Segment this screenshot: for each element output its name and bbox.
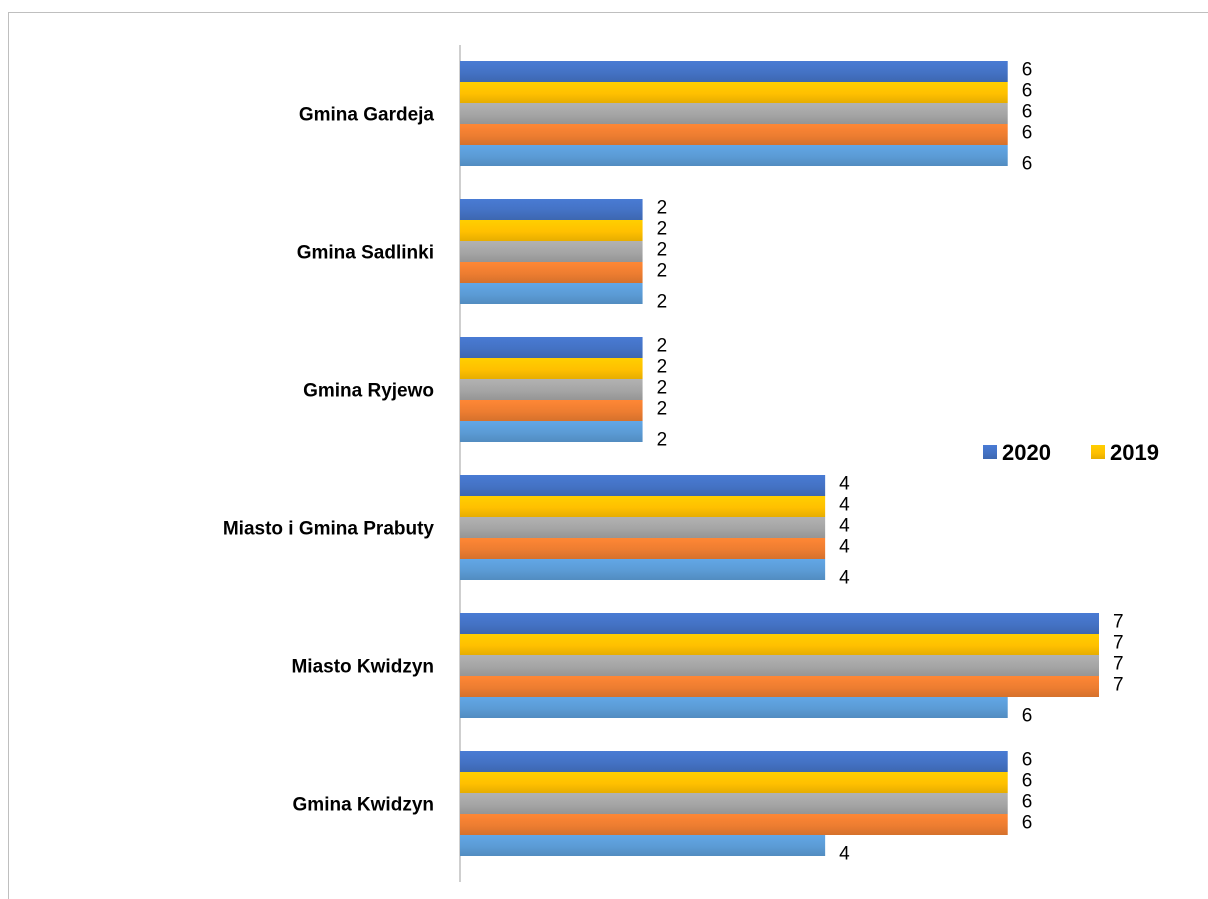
- bar: [460, 814, 1008, 835]
- data-label: 6: [1022, 813, 1033, 834]
- data-label: 2: [657, 399, 668, 420]
- data-label: 7: [1113, 654, 1124, 675]
- category-label: Miasto i Gmina Prabuty: [223, 519, 435, 540]
- category-label: Gmina Gardeja: [299, 105, 435, 126]
- bar: [460, 82, 1008, 103]
- bar: [460, 538, 826, 559]
- bar: [460, 103, 1008, 124]
- data-label: 4: [839, 474, 850, 495]
- bar: [460, 517, 826, 538]
- data-label: 2: [657, 430, 668, 451]
- legend-swatch: [983, 445, 997, 459]
- data-label: 6: [1022, 123, 1033, 144]
- data-label: 2: [657, 198, 668, 219]
- data-label: 4: [839, 844, 850, 865]
- data-label: 6: [1022, 102, 1033, 123]
- category-label: Gmina Sadlinki: [297, 243, 434, 264]
- chart-frame: [8, 12, 1208, 899]
- bar: [460, 379, 643, 400]
- bar: [460, 613, 1099, 634]
- bar: [460, 655, 1099, 676]
- category-label: Gmina Ryjewo: [303, 381, 434, 402]
- data-label: 6: [1022, 154, 1033, 175]
- data-label: 2: [657, 357, 668, 378]
- bar: [460, 496, 826, 517]
- bars-group: [460, 61, 1099, 856]
- bar: [460, 697, 1008, 718]
- data-label: 6: [1022, 706, 1033, 727]
- legend-label: 2019: [1110, 440, 1159, 465]
- bar: [460, 220, 643, 241]
- bar: [460, 124, 1008, 145]
- bar: [460, 634, 1099, 655]
- data-label: 2: [657, 219, 668, 240]
- data-label: 2: [657, 261, 668, 282]
- bar: [460, 241, 643, 262]
- bar: [460, 421, 643, 442]
- legend-swatch: [1091, 445, 1105, 459]
- data-label: 6: [1022, 81, 1033, 102]
- bar: [460, 793, 1008, 814]
- category-label: Gmina Kwidzyn: [293, 795, 434, 816]
- bar: [460, 559, 826, 580]
- data-label: 6: [1022, 60, 1033, 81]
- data-label: 2: [657, 240, 668, 261]
- data-label: 4: [839, 537, 850, 558]
- bar: [460, 337, 643, 358]
- bar: [460, 400, 643, 421]
- bar: [460, 283, 643, 304]
- data-label: 6: [1022, 750, 1033, 771]
- bar: [460, 835, 826, 856]
- bar: [460, 145, 1008, 166]
- data-label: 4: [839, 495, 850, 516]
- bar: [460, 358, 643, 379]
- bar: [460, 199, 643, 220]
- bar: [460, 772, 1008, 793]
- data-label: 2: [657, 336, 668, 357]
- data-label: 6: [1022, 771, 1033, 792]
- data-label: 7: [1113, 612, 1124, 633]
- bar: [460, 676, 1099, 697]
- data-label: 2: [657, 378, 668, 399]
- category-label: Miasto Kwidzyn: [291, 657, 434, 678]
- data-label: 2: [657, 292, 668, 313]
- data-label: 4: [839, 568, 850, 589]
- data-label: 7: [1113, 633, 1124, 654]
- data-label: 4: [839, 516, 850, 537]
- bar: [460, 751, 1008, 772]
- bar: [460, 475, 826, 496]
- bar: [460, 61, 1008, 82]
- legend: 2020 2019: [983, 440, 1159, 465]
- data-label: 7: [1113, 675, 1124, 696]
- data-label: 6: [1022, 792, 1033, 813]
- bar: [460, 262, 643, 283]
- legend-label: 2020: [1002, 440, 1051, 465]
